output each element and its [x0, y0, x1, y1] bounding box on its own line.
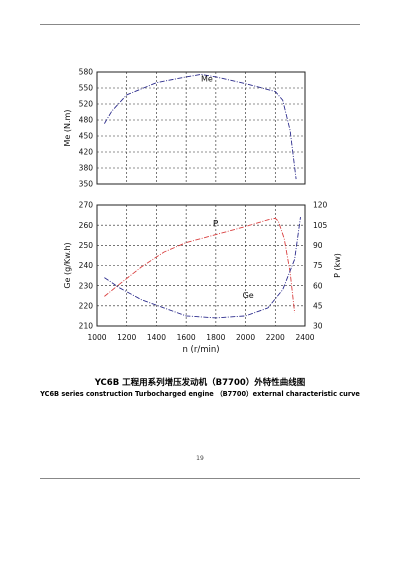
torque-tick-label: 450 [79, 132, 94, 141]
fuel-tick-label: 250 [79, 241, 94, 250]
rpm-tick-label: 1200 [117, 333, 136, 342]
power-tick-label: 120 [313, 201, 328, 210]
rpm-tick-label: 2000 [236, 333, 255, 342]
fuel-tick-label: 260 [79, 221, 94, 230]
torque-axis-title: Me (N.m) [63, 110, 72, 147]
rpm-axis-title: n (r/min) [182, 345, 219, 355]
external-characteristic-chart: 580 550 520 480 450 420 380 350 270 260 250 240 230 2… [63, 68, 342, 355]
torque-tick-label: 580 [79, 68, 94, 77]
power-tick-label: 60 [313, 281, 323, 290]
torque-tick-label: 380 [79, 164, 94, 173]
power-axis-title: P (kw) [333, 253, 342, 278]
torque-tick-label: 350 [79, 180, 94, 189]
fuel-axis-title: Ge (g/Kw.h) [63, 242, 72, 288]
rpm-tick-label: 2400 [295, 333, 314, 342]
rpm-tick-label: 1800 [206, 333, 225, 342]
caption-english: YC6B series construction Turbocharged en… [40, 390, 360, 398]
top-rule [40, 24, 360, 25]
rpm-tick-label: 1600 [177, 333, 196, 342]
power-tick-label: 105 [313, 221, 328, 230]
fuel-tick-label: 220 [79, 301, 94, 310]
power-tick-label: 45 [313, 301, 323, 310]
bottom-rule [40, 478, 360, 479]
fuel-tick-label: 230 [79, 281, 94, 290]
power-curve [104, 217, 296, 313]
page-number: 19 [196, 455, 204, 462]
torque-tick-label: 480 [79, 116, 94, 125]
torque-tick-label: 420 [79, 148, 94, 157]
fuel-tick-label: 240 [79, 261, 94, 270]
power-tick-label: 30 [313, 322, 323, 331]
rpm-tick-label: 1400 [147, 333, 166, 342]
torque-panel-frame [96, 71, 306, 185]
fuel-series-label: Ge [243, 291, 254, 300]
torque-tick-label: 520 [79, 100, 94, 109]
rpm-tick-label: 1000 [87, 333, 106, 342]
power-tick-label: 75 [313, 261, 323, 270]
torque-tick-label: 550 [79, 84, 94, 93]
power-series-label: P [213, 220, 219, 230]
torque-series-label: Me [201, 75, 213, 84]
fuel-tick-label: 270 [79, 201, 94, 210]
rpm-tick-label: 2200 [266, 333, 285, 342]
power-tick-label: 90 [313, 241, 323, 250]
fuel-tick-label: 210 [79, 322, 94, 331]
torque-curve [104, 73, 297, 180]
caption-chinese: YC6B 工程用系列增压发动机（B7700）外特性曲线图 [94, 378, 306, 388]
fuel-curve [104, 217, 301, 319]
